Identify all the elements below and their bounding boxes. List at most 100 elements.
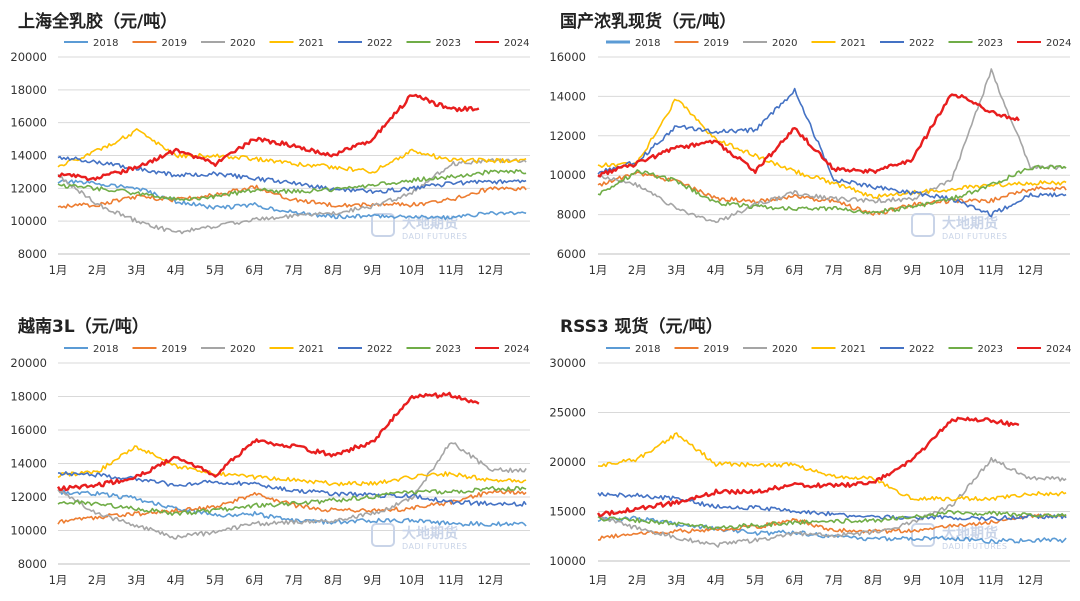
legend-label-2019: 2019 (704, 38, 729, 49)
series-line-2023 (57, 169, 527, 202)
legend-label-2018: 2018 (635, 344, 660, 355)
legend-label-2024: 2024 (1046, 38, 1071, 49)
x-tick-label: 11月 (978, 263, 1004, 277)
logo-icon (911, 213, 935, 237)
x-tick-label: 6月 (245, 573, 264, 587)
y-tick-label: 30000 (549, 356, 586, 370)
legend-label-2020: 2020 (230, 38, 255, 49)
x-tick-label: 7月 (285, 573, 304, 587)
watermark-en: DADI FUTURES (402, 542, 467, 551)
series-line-2024 (596, 416, 1020, 518)
legend: 2018 2019 2020 2021 2022 2023 2024 (606, 38, 1071, 49)
legend-label-2021: 2021 (841, 344, 866, 355)
legend-label-2022: 2022 (909, 38, 934, 49)
y-tick-label: 10000 (10, 524, 47, 538)
watermark-en: DADI FUTURES (942, 542, 1007, 551)
watermark-cn: 大地期货 (402, 525, 458, 542)
legend-label-2024: 2024 (504, 38, 529, 49)
watermark-cn: 大地期货 (942, 525, 998, 542)
y-tick-label: 8000 (557, 208, 586, 222)
series-line-2020 (598, 456, 1067, 548)
x-tick-label: 11月 (438, 263, 464, 277)
y-tick-label: 16000 (10, 116, 47, 130)
legend-label-2019: 2019 (162, 38, 187, 49)
y-tick-label: 15000 (549, 505, 586, 519)
chart-panel-2: 国产浓乳现货（元/吨） 6000 8000 10000 12000 14000 16000 1… (549, 11, 1071, 277)
legend: 2018 2019 2020 2021 2022 2023 2024 (606, 344, 1071, 355)
series-line-2022 (597, 491, 1067, 522)
x-tick-label: 12月 (1018, 263, 1044, 277)
series-line-2020 (57, 158, 527, 235)
legend: 2018 2019 2020 2021 2022 2023 2024 (64, 344, 529, 355)
x-tick-label: 8月 (324, 573, 343, 587)
series-line-2021 (57, 445, 527, 487)
y-tick-label: 20000 (10, 356, 47, 370)
x-tick-label: 4月 (167, 573, 186, 587)
x-tick-label: 10月 (399, 573, 425, 587)
series-line-2022 (57, 471, 527, 507)
y-tick-label: 16000 (10, 423, 47, 437)
x-tick-label: 9月 (903, 263, 922, 277)
logo-icon (371, 213, 395, 237)
x-tick-label: 12月 (478, 573, 504, 587)
y-tick-label: 25000 (549, 406, 586, 420)
x-tick-label: 2月 (88, 263, 107, 277)
legend-label-2022: 2022 (909, 344, 934, 355)
legend-label-2024: 2024 (1046, 344, 1071, 355)
logo-icon (371, 523, 395, 547)
chart-panel-3: 越南3L（元/吨） 8000 10000 12000 14000 16000 18000 20… (10, 316, 530, 587)
series-line-2021 (57, 128, 527, 174)
legend-label-2023: 2023 (978, 344, 1003, 355)
series-line-2020 (597, 68, 1067, 224)
legend-label-2019: 2019 (162, 344, 187, 355)
chart-panel-1: 上海全乳胶（元/吨） 8000 10000 12000 14000 16000 18000 2… (10, 11, 530, 277)
x-tick-label: 5月 (206, 263, 225, 277)
chart-title: 国产浓乳现货（元/吨） (560, 11, 736, 32)
series-line-2024 (597, 93, 1020, 178)
legend: 2018 2019 2020 2021 2022 2023 2024 (64, 38, 529, 49)
x-tick-label: 6月 (245, 263, 264, 277)
y-tick-label: 14000 (10, 149, 47, 163)
series-line-2023 (57, 485, 527, 516)
legend-label-2021: 2021 (299, 38, 324, 49)
x-tick-label: 9月 (903, 573, 922, 587)
x-tick-label: 3月 (667, 573, 686, 587)
series-line-2019 (598, 513, 1067, 541)
x-tick-label: 12月 (1018, 573, 1044, 587)
x-tick-label: 1月 (49, 263, 68, 277)
x-tick-label: 11月 (438, 573, 464, 587)
chart-title: 上海全乳胶（元/吨） (18, 11, 177, 32)
chart-panel-4: RSS3 现货（元/吨） 10000 15000 20000 25000 30000 1月 2… (549, 316, 1071, 587)
x-tick-label: 5月 (746, 263, 765, 277)
chart-title: RSS3 现货（元/吨） (560, 316, 723, 337)
y-tick-label: 18000 (10, 83, 47, 97)
x-tick-label: 10月 (399, 263, 425, 277)
y-tick-label: 14000 (549, 89, 586, 103)
x-tick-label: 1月 (589, 573, 608, 587)
legend-label-2018: 2018 (93, 38, 118, 49)
legend-label-2018: 2018 (635, 38, 660, 49)
x-tick-label: 7月 (825, 573, 844, 587)
x-tick-label: 2月 (88, 573, 107, 587)
x-tick-label: 4月 (167, 263, 186, 277)
x-tick-label: 9月 (363, 263, 382, 277)
x-tick-label: 8月 (864, 573, 883, 587)
legend-label-2022: 2022 (367, 344, 392, 355)
legend-label-2023: 2023 (978, 38, 1003, 49)
x-tick-label: 7月 (825, 263, 844, 277)
y-tick-label: 8000 (18, 557, 47, 571)
y-tick-label: 12000 (10, 490, 47, 504)
legend-label-2020: 2020 (230, 344, 255, 355)
legend-label-2023: 2023 (436, 344, 461, 355)
x-tick-label: 5月 (206, 573, 225, 587)
x-tick-label: 11月 (978, 573, 1004, 587)
series-line-2020 (57, 442, 527, 540)
x-tick-label: 8月 (864, 263, 883, 277)
watermark-cn: 大地期货 (402, 215, 458, 232)
x-tick-label: 6月 (785, 573, 804, 587)
